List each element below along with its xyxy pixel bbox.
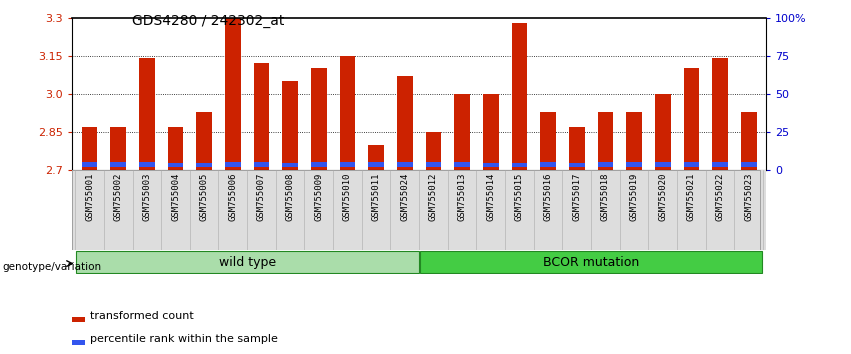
Bar	[197, 112, 212, 170]
Bar	[741, 162, 757, 167]
Bar	[368, 144, 384, 170]
Bar	[139, 162, 155, 167]
Text: GSM755004: GSM755004	[171, 172, 180, 221]
Bar	[139, 58, 155, 170]
Text: wild type: wild type	[219, 256, 276, 269]
Bar	[483, 94, 499, 170]
Bar	[683, 162, 700, 167]
Text: GSM755009: GSM755009	[314, 172, 323, 221]
Bar	[72, 317, 85, 322]
Text: GSM755011: GSM755011	[372, 172, 380, 221]
Text: GSM755021: GSM755021	[687, 172, 696, 221]
Text: GSM755006: GSM755006	[228, 172, 237, 221]
Bar	[82, 127, 97, 170]
Bar	[568, 163, 585, 167]
Bar	[540, 162, 556, 167]
Bar	[72, 170, 766, 250]
Text: GSM755010: GSM755010	[343, 172, 352, 221]
Text: GSM755023: GSM755023	[745, 172, 753, 221]
Bar	[483, 162, 499, 167]
Bar	[225, 18, 241, 170]
Text: GSM755019: GSM755019	[630, 172, 638, 221]
Bar	[712, 162, 728, 167]
Bar	[597, 112, 614, 170]
Text: GSM755016: GSM755016	[544, 172, 552, 221]
Text: GSM755014: GSM755014	[486, 172, 495, 221]
Bar	[168, 163, 184, 167]
Bar	[197, 162, 212, 167]
Bar	[626, 112, 642, 170]
Text: GSM755013: GSM755013	[458, 172, 466, 221]
FancyBboxPatch shape	[420, 251, 762, 273]
Text: GSM755003: GSM755003	[142, 172, 151, 221]
Bar	[397, 162, 413, 167]
Text: GSM755007: GSM755007	[257, 172, 266, 221]
Bar	[511, 23, 528, 170]
Text: genotype/variation: genotype/variation	[3, 262, 101, 272]
Bar	[254, 63, 270, 170]
Bar	[683, 68, 700, 170]
Bar	[254, 162, 270, 167]
Text: GSM755001: GSM755001	[85, 172, 94, 221]
Bar	[654, 162, 671, 167]
Bar	[426, 162, 442, 167]
Text: transformed count: transformed count	[89, 311, 193, 321]
Bar	[225, 162, 241, 167]
Bar	[654, 94, 671, 170]
Bar	[340, 56, 356, 170]
Bar	[454, 94, 470, 170]
Bar	[426, 132, 442, 170]
Bar	[283, 81, 298, 170]
FancyBboxPatch shape	[72, 170, 760, 250]
Text: GSM755015: GSM755015	[515, 172, 524, 221]
Bar	[597, 162, 614, 167]
Text: GSM755017: GSM755017	[572, 172, 581, 221]
Text: GSM755020: GSM755020	[658, 172, 667, 221]
Bar	[340, 162, 356, 167]
Bar	[454, 162, 470, 167]
Bar	[540, 112, 556, 170]
Bar	[368, 162, 384, 167]
Bar	[568, 127, 585, 170]
Bar	[111, 127, 126, 170]
Text: GSM755018: GSM755018	[601, 172, 610, 221]
Text: percentile rank within the sample: percentile rank within the sample	[89, 334, 277, 344]
Bar	[283, 162, 298, 167]
Bar	[741, 112, 757, 170]
Text: GSM755002: GSM755002	[114, 172, 123, 221]
Text: BCOR mutation: BCOR mutation	[543, 256, 639, 269]
Text: GSM755022: GSM755022	[716, 172, 724, 221]
Bar	[311, 162, 327, 167]
Text: GSM755012: GSM755012	[429, 172, 438, 221]
Bar	[397, 76, 413, 170]
Bar	[712, 58, 728, 170]
Text: GSM755008: GSM755008	[286, 172, 294, 221]
Text: GDS4280 / 242302_at: GDS4280 / 242302_at	[132, 14, 284, 28]
Bar	[111, 162, 126, 167]
Text: GSM755024: GSM755024	[400, 172, 409, 221]
Bar	[626, 162, 642, 167]
FancyBboxPatch shape	[76, 251, 419, 273]
Bar	[311, 68, 327, 170]
Text: GSM755005: GSM755005	[200, 172, 208, 221]
Bar	[82, 162, 97, 167]
Bar	[168, 127, 184, 170]
Bar	[72, 340, 85, 344]
Bar	[511, 162, 528, 167]
